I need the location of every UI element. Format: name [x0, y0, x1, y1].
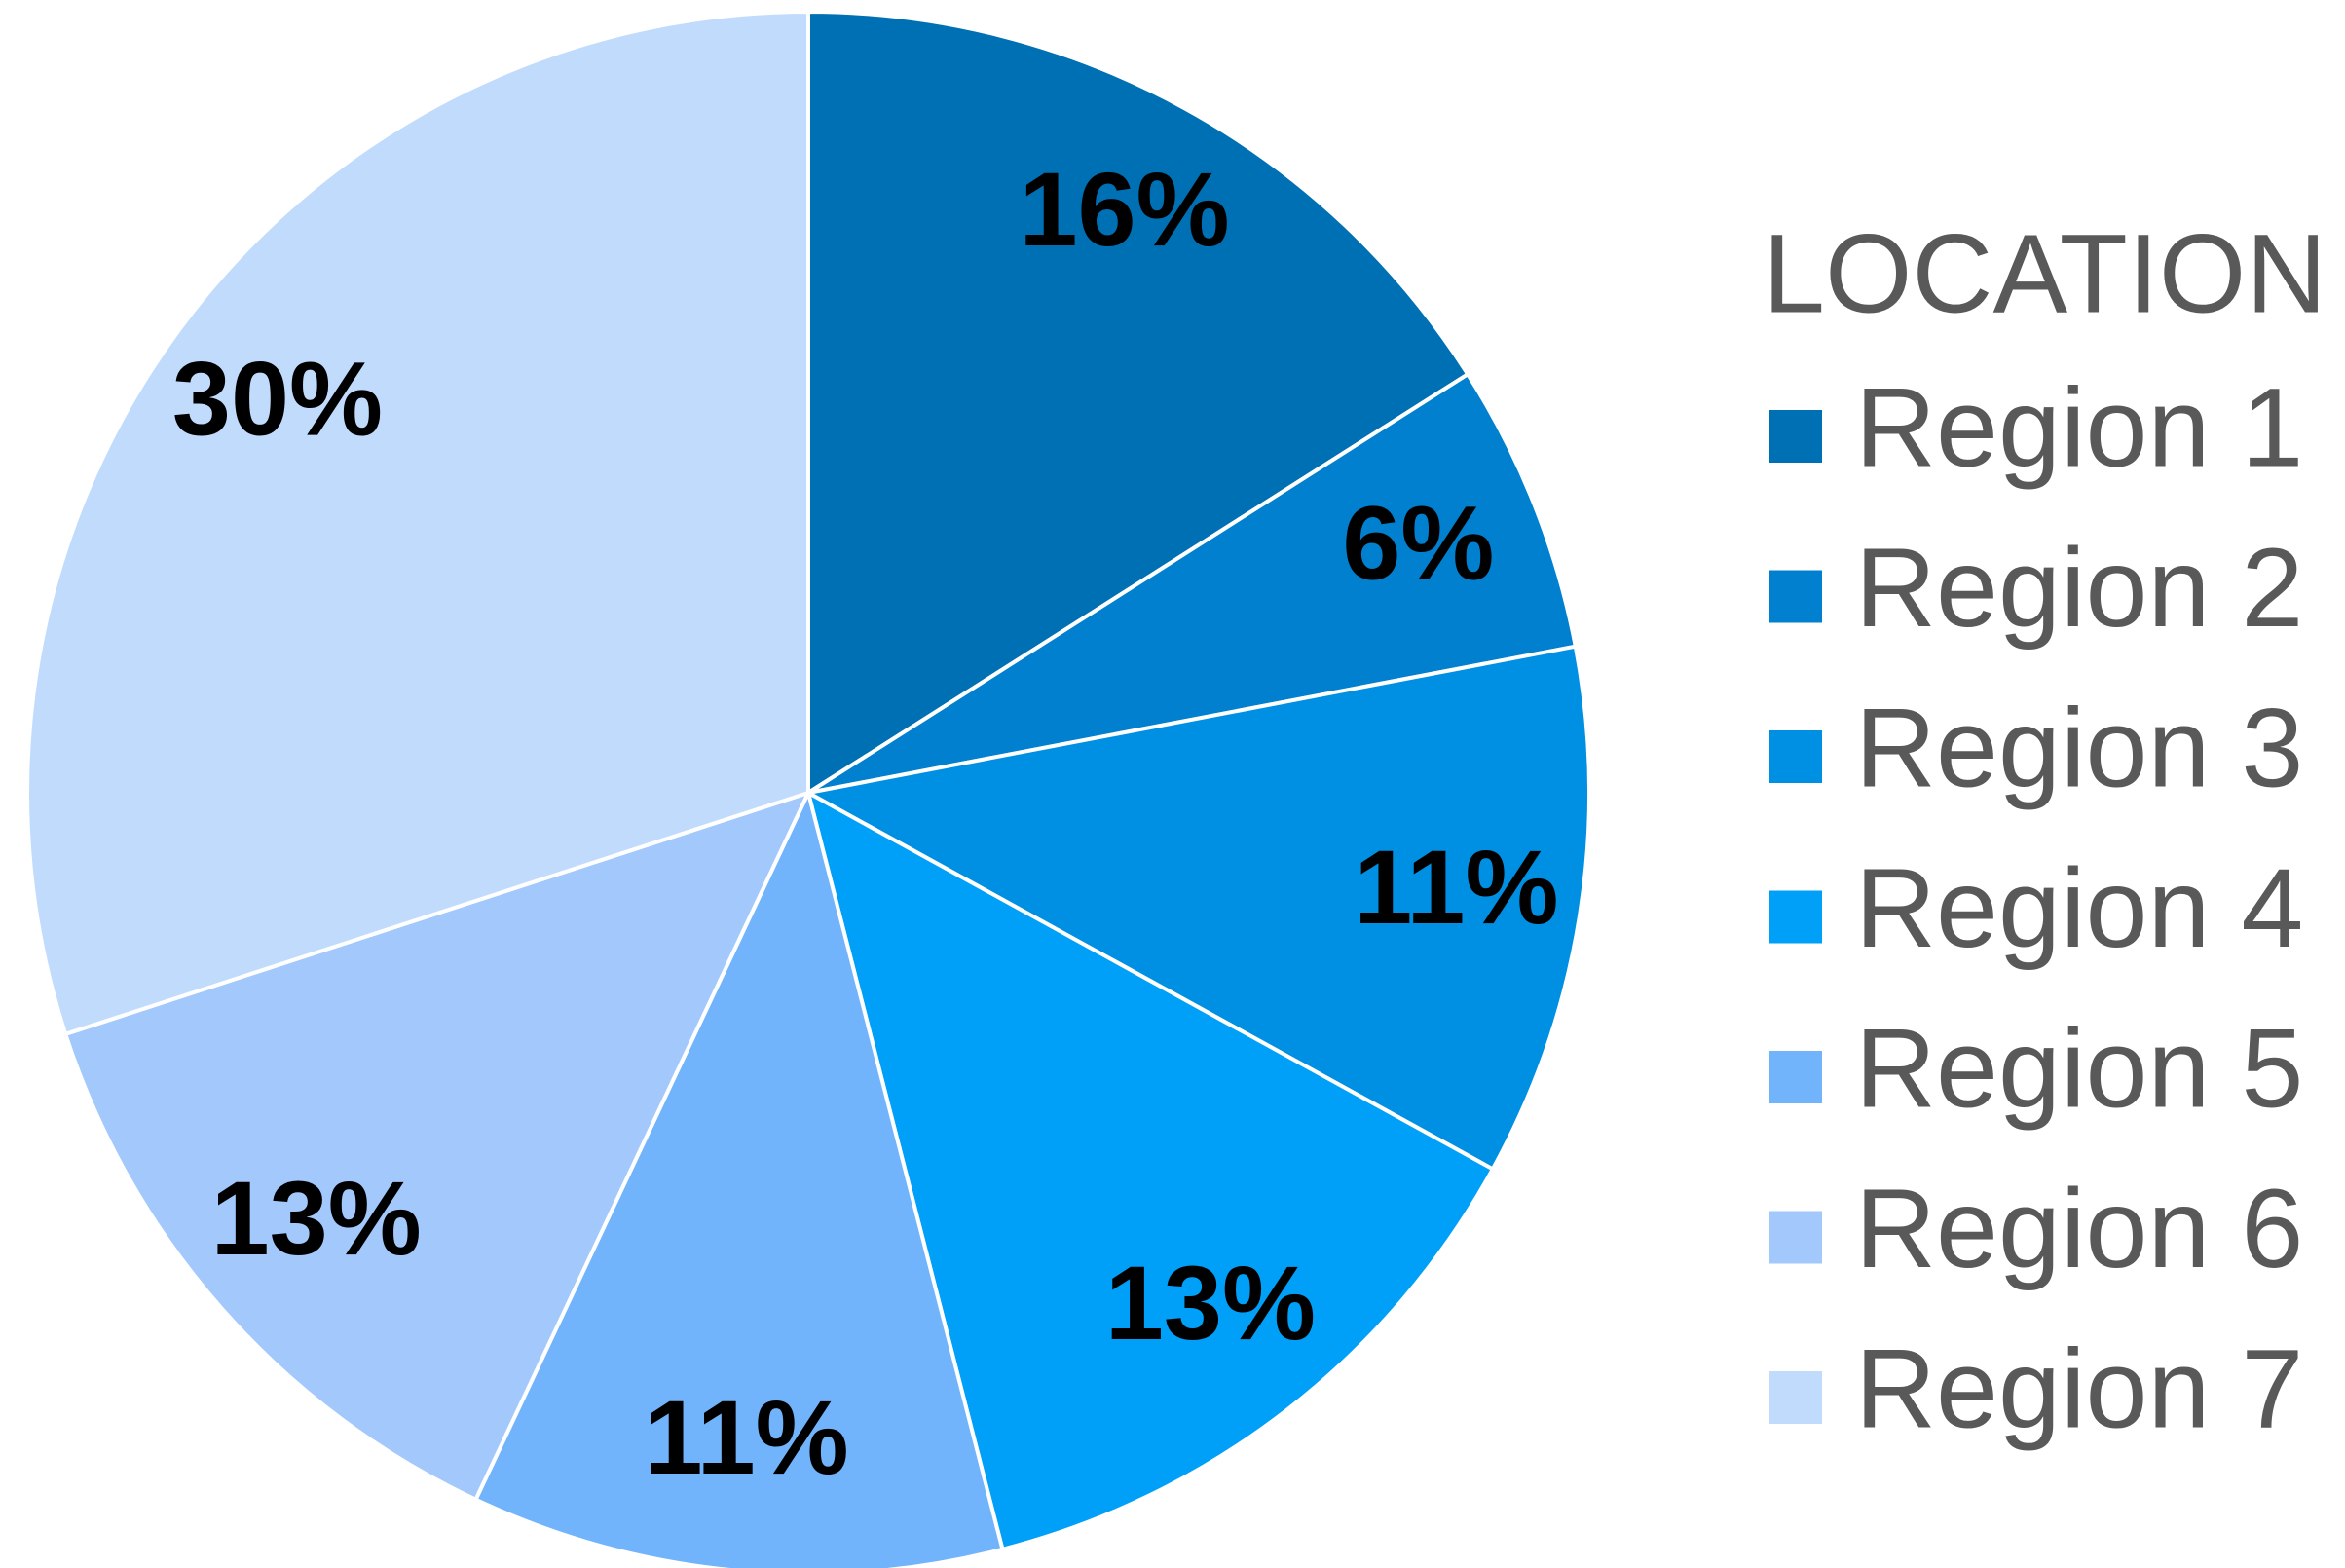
pie-slice [806, 9, 1470, 797]
legend-title: LOCATION [1763, 211, 2326, 336]
pie-slice [25, 9, 810, 1037]
pie-slice [62, 789, 812, 1503]
legend-swatch [1769, 730, 1822, 783]
value-label: 6% [1342, 484, 1494, 602]
legend-swatch [1769, 570, 1822, 623]
legend-label: Region 4 [1855, 846, 2303, 971]
pie-slice [472, 787, 1005, 1568]
legend-label: Region 2 [1855, 526, 2303, 651]
legend-label: Region 3 [1855, 686, 2303, 810]
value-label: 11% [644, 1378, 848, 1496]
legend-swatch [1769, 890, 1822, 944]
value-label: 16% [1019, 150, 1229, 268]
value-label: 13% [211, 1159, 422, 1277]
legend-label: Region 5 [1855, 1006, 2303, 1131]
legend-label: Region 7 [1855, 1326, 2303, 1451]
legend-swatch [1769, 1051, 1822, 1103]
legend-swatch [1769, 1371, 1822, 1424]
legend-label: Region 6 [1855, 1167, 2303, 1291]
pie-slice [802, 644, 1591, 1173]
legend-swatch [1769, 410, 1822, 463]
pie-slice [804, 789, 1496, 1552]
value-label: 30% [172, 340, 383, 458]
pie-slice [806, 371, 1579, 795]
legend-label: Region 1 [1855, 365, 2303, 490]
legend-swatch [1769, 1211, 1822, 1264]
value-label: 11% [1354, 828, 1558, 946]
value-label: 13% [1105, 1244, 1316, 1362]
